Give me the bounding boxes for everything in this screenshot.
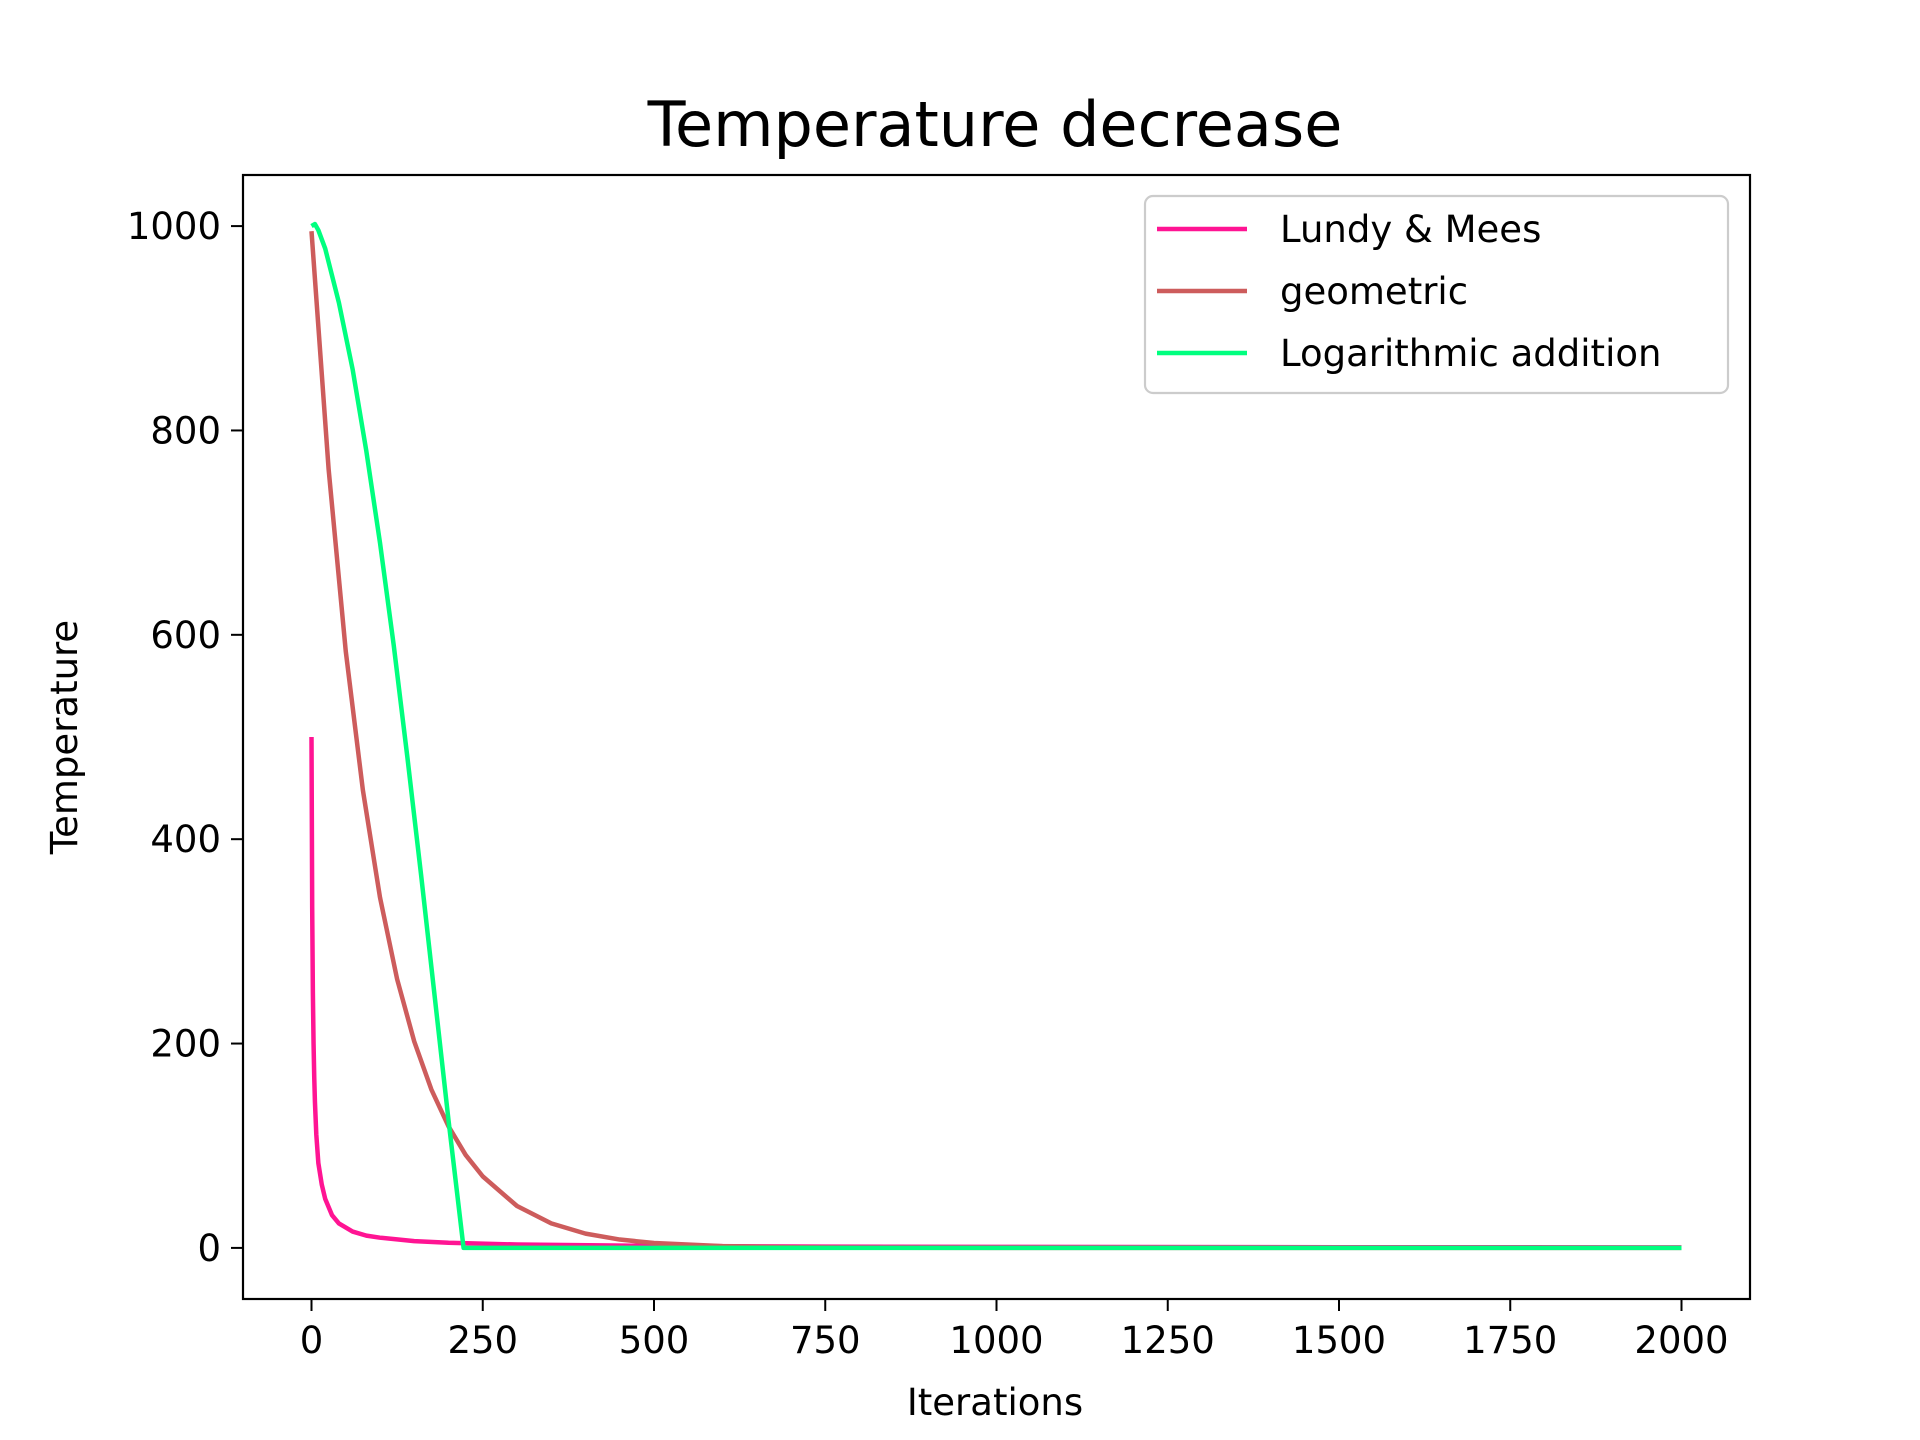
series-layer — [309, 221, 1682, 1251]
x-axis-label: Iterations — [907, 1381, 1083, 1424]
x-tick-label: 500 — [619, 1319, 690, 1362]
legend-label-lundy-mees: Lundy & Mees — [1280, 208, 1541, 251]
y-axis-label: Temperature — [43, 620, 86, 855]
y-tick-label: 1000 — [127, 205, 221, 248]
y-tick-label: 800 — [150, 409, 221, 452]
chart-title: Temperature decrease — [647, 88, 1343, 161]
y-tick-label: 400 — [150, 818, 221, 861]
legend-box — [1143, 194, 1730, 395]
legend-label-geometric: geometric — [1280, 270, 1468, 313]
x-tick-label: 750 — [790, 1319, 861, 1362]
series-line-logarithmic-addition — [310, 221, 1682, 1251]
y-tick-label: 600 — [150, 614, 221, 657]
y-axis: 0 200 400 600 800 1000 — [127, 205, 243, 1270]
x-tick-label: 1250 — [1121, 1319, 1215, 1362]
legend: Lundy & Mees geometric Logarithmic addit… — [1143, 194, 1730, 395]
x-tick-label: 1750 — [1463, 1319, 1557, 1362]
x-tick-label: 1000 — [949, 1319, 1043, 1362]
x-axis: 0 250 500 750 1000 1250 1500 1750 2000 — [300, 1299, 1729, 1362]
x-tick-label: 2000 — [1634, 1319, 1728, 1362]
x-tick-label: 250 — [447, 1319, 518, 1362]
y-tick-label: 200 — [150, 1023, 221, 1066]
y-tick-label: 0 — [197, 1227, 221, 1270]
legend-label-logarithmic-addition: Logarithmic addition — [1280, 332, 1661, 375]
series-line-lundy-mees — [309, 736, 1682, 1250]
x-tick-label: 0 — [300, 1319, 324, 1362]
x-tick-label: 1500 — [1292, 1319, 1386, 1362]
